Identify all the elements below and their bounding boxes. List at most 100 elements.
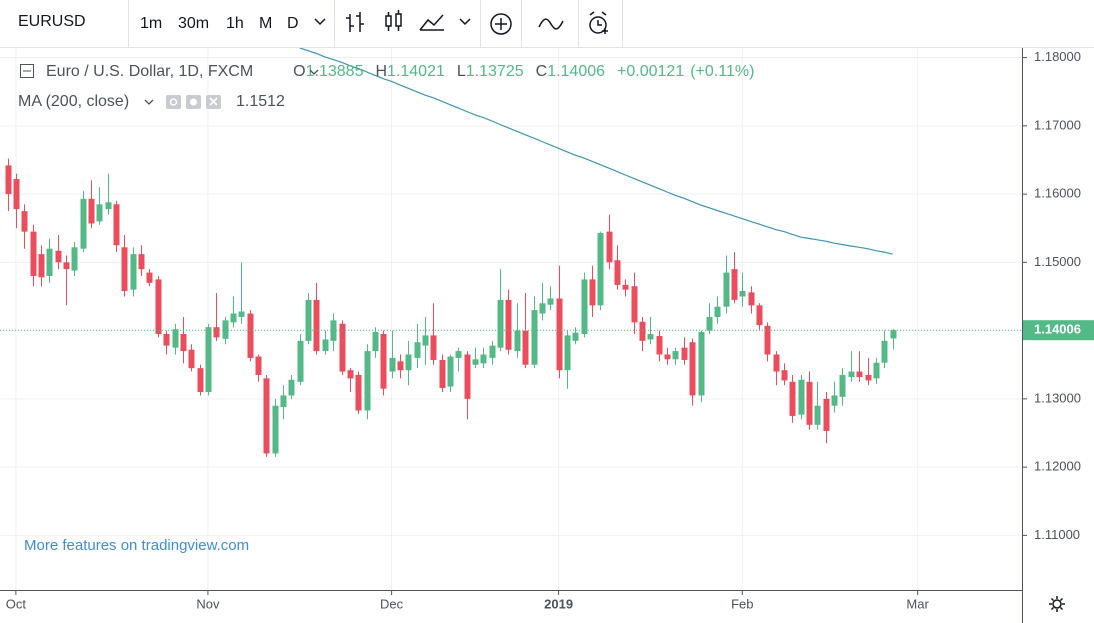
candle-body	[288, 379, 295, 396]
candle-body	[689, 342, 696, 396]
candle-body	[831, 395, 838, 406]
x-tick-label: Oct	[6, 596, 27, 611]
interval-button[interactable]: 1h	[226, 15, 244, 32]
candle-body	[564, 335, 571, 371]
candle-body	[748, 292, 755, 306]
interval-button[interactable]: 30m	[178, 15, 209, 32]
indicator-icons[interactable]	[490, 11, 608, 35]
candle-body	[472, 359, 479, 365]
legend-text: MA (200, close)	[18, 93, 129, 110]
y-tick-label: 1.11000	[1034, 527, 1080, 542]
candle-body	[480, 354, 487, 364]
candle-body	[339, 323, 346, 372]
candle-body	[539, 303, 546, 314]
candle-body	[881, 340, 888, 363]
candle-body	[247, 313, 254, 358]
candle-body	[364, 351, 371, 411]
candle-body	[21, 211, 28, 232]
candle-body	[55, 250, 62, 263]
candle-body	[489, 345, 496, 358]
candle-body	[839, 374, 846, 397]
candle-body	[30, 231, 37, 276]
candle-body	[13, 179, 20, 210]
candle-body	[405, 354, 412, 371]
candle-body	[455, 351, 462, 358]
interval-button[interactable]: D	[287, 15, 299, 32]
candle-body	[272, 405, 279, 454]
candle-body	[739, 291, 746, 297]
legend-text: L	[457, 63, 466, 80]
candle-body	[614, 260, 621, 285]
candle-body	[556, 298, 563, 371]
candle-body	[414, 342, 421, 358]
settings-icon[interactable]	[1049, 596, 1065, 612]
candle-body	[130, 254, 137, 290]
candle-body	[389, 357, 396, 372]
candle-body	[873, 362, 880, 379]
candle-body	[823, 398, 830, 431]
candle-body	[522, 330, 529, 365]
candle-body	[105, 202, 112, 210]
candle-body	[222, 320, 229, 339]
candle-body	[856, 371, 863, 378]
legend-text: 1.13725	[466, 63, 524, 80]
interval-button[interactable]: 1m	[140, 15, 162, 32]
legend-text: +0.00121	[617, 63, 684, 80]
y-tick-label: 1.13000	[1034, 390, 1081, 405]
candle-body	[505, 299, 512, 350]
candle-body	[197, 368, 204, 393]
candle-body	[255, 356, 262, 375]
candle-body	[121, 247, 128, 292]
study-menu[interactable]	[144, 99, 154, 105]
x-tick-label: Mar	[906, 596, 929, 611]
candle-body	[113, 204, 120, 246]
candle-body	[80, 198, 87, 249]
legend-text: O	[293, 63, 305, 80]
candle-body	[355, 374, 362, 411]
candle-body	[681, 347, 688, 360]
chart-type-icons[interactable]	[346, 10, 471, 32]
promo-link[interactable]: More features on tradingview.com	[24, 537, 249, 554]
candle-body	[597, 232, 604, 306]
candle-body	[63, 262, 70, 270]
last-price-label: 1.14006	[1034, 322, 1081, 337]
candle-body	[71, 247, 78, 271]
legend-text: 1.14006	[547, 63, 605, 80]
candle-body	[422, 335, 429, 346]
candle-body	[205, 327, 212, 393]
legend-text: Euro / U.S. Dollar, 1D, FXCM	[46, 63, 253, 80]
candle-body	[890, 330, 897, 339]
last-price-tag	[1023, 320, 1094, 341]
legend-text: H	[375, 63, 387, 80]
candle-body	[639, 321, 646, 341]
candle-body	[589, 279, 596, 306]
candle-body	[439, 359, 446, 388]
candle-body	[764, 325, 771, 355]
candle-body	[497, 299, 504, 348]
candle-body	[756, 305, 763, 326]
plot-area	[0, 48, 1022, 590]
interval-buttons: 1m 30m 1h M D	[140, 15, 299, 32]
y-tick-label: 1.17000	[1034, 117, 1081, 132]
interval-menu[interactable]	[314, 18, 326, 26]
candle-body	[38, 254, 45, 278]
candle-body	[789, 381, 796, 416]
candle-body	[46, 248, 53, 276]
candle-body	[263, 378, 270, 454]
candle-body	[238, 311, 245, 317]
legend-menu[interactable]	[309, 69, 319, 75]
candle-body	[781, 370, 788, 381]
candle-body	[531, 310, 538, 365]
candle-body	[380, 334, 387, 389]
y-tick-label: 1.18000	[1034, 49, 1081, 64]
candle-body	[572, 332, 579, 341]
candle-body	[163, 334, 170, 346]
candle-body	[606, 231, 613, 263]
interval-button[interactable]: M	[259, 15, 272, 32]
collapse-icon[interactable]	[20, 64, 34, 78]
symbol[interactable]: EURUSD	[18, 13, 86, 30]
study-buttons[interactable]	[166, 95, 221, 109]
candle-body	[172, 329, 179, 348]
